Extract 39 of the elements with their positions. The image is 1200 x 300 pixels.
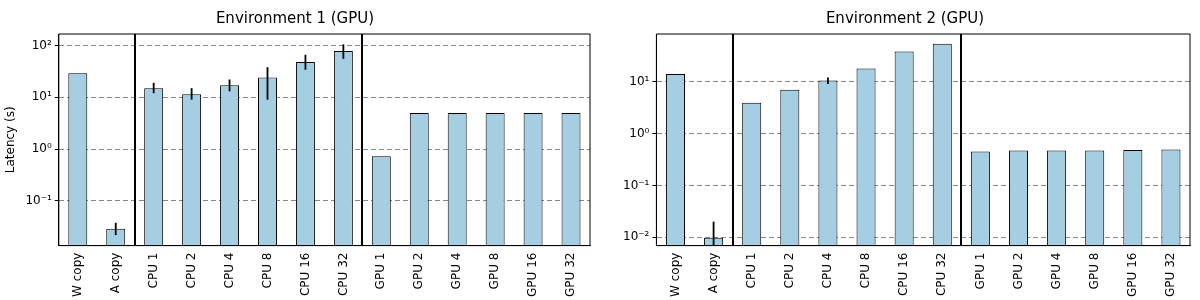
x-tick-label: W copy bbox=[667, 252, 682, 297]
y-tick-label: 10⁻¹ bbox=[25, 193, 52, 208]
x-tick-label: GPU 16 bbox=[525, 252, 540, 297]
y-tick-label: 10⁻² bbox=[622, 229, 650, 244]
x-tick-label: CPU 16 bbox=[297, 252, 312, 297]
x-tick-label: CPU 16 bbox=[896, 252, 911, 297]
x-tick-label: CPU 1 bbox=[145, 252, 160, 289]
chart-title: Environment 2 (GPU) bbox=[825, 8, 985, 27]
x-tick-label: GPU 4 bbox=[449, 252, 464, 290]
y-axis-title: Latency (s) bbox=[3, 106, 18, 174]
y-tick-label: 10⁰ bbox=[629, 125, 650, 140]
y-tick-label: 10¹ bbox=[629, 73, 650, 88]
x-tick-label: GPU 8 bbox=[487, 252, 502, 290]
x-tick-label: CPU 8 bbox=[259, 252, 274, 289]
x-tick-label: CPU 1 bbox=[743, 252, 758, 289]
x-tick-label: GPU 32 bbox=[563, 252, 578, 297]
x-tick-label: CPU 2 bbox=[781, 252, 796, 289]
x-tick-label: CPU 32 bbox=[934, 252, 949, 297]
y-tick-label: 10² bbox=[31, 37, 52, 52]
x-tick-label: CPU 8 bbox=[858, 252, 873, 289]
x-tick-label: A copy bbox=[705, 252, 720, 294]
x-tick-label: CPU 4 bbox=[820, 252, 835, 289]
x-tick-label: A copy bbox=[107, 252, 122, 294]
x-tick-label: GPU 4 bbox=[1048, 252, 1063, 290]
x-tick-label: GPU 8 bbox=[1086, 252, 1101, 290]
x-tick-label: CPU 32 bbox=[335, 252, 350, 297]
x-tick-label: GPU 1 bbox=[373, 252, 388, 290]
y-tick-label: 10⁻¹ bbox=[622, 177, 650, 192]
x-tick-label: GPU 16 bbox=[1124, 252, 1139, 297]
x-tick-label: W copy bbox=[69, 252, 84, 297]
y-tick-label: 10¹ bbox=[31, 89, 52, 104]
x-tick-label: GPU 32 bbox=[1163, 252, 1178, 297]
chart-title: Environment 1 (GPU) bbox=[215, 8, 375, 27]
x-tick-label: GPU 2 bbox=[411, 252, 426, 290]
x-tick-label: GPU 1 bbox=[972, 252, 987, 290]
y-tick-label: 10⁰ bbox=[31, 141, 52, 156]
x-tick-label: GPU 2 bbox=[1010, 252, 1025, 290]
x-tick-label: CPU 4 bbox=[221, 252, 236, 289]
x-tick-label: CPU 2 bbox=[183, 252, 198, 289]
